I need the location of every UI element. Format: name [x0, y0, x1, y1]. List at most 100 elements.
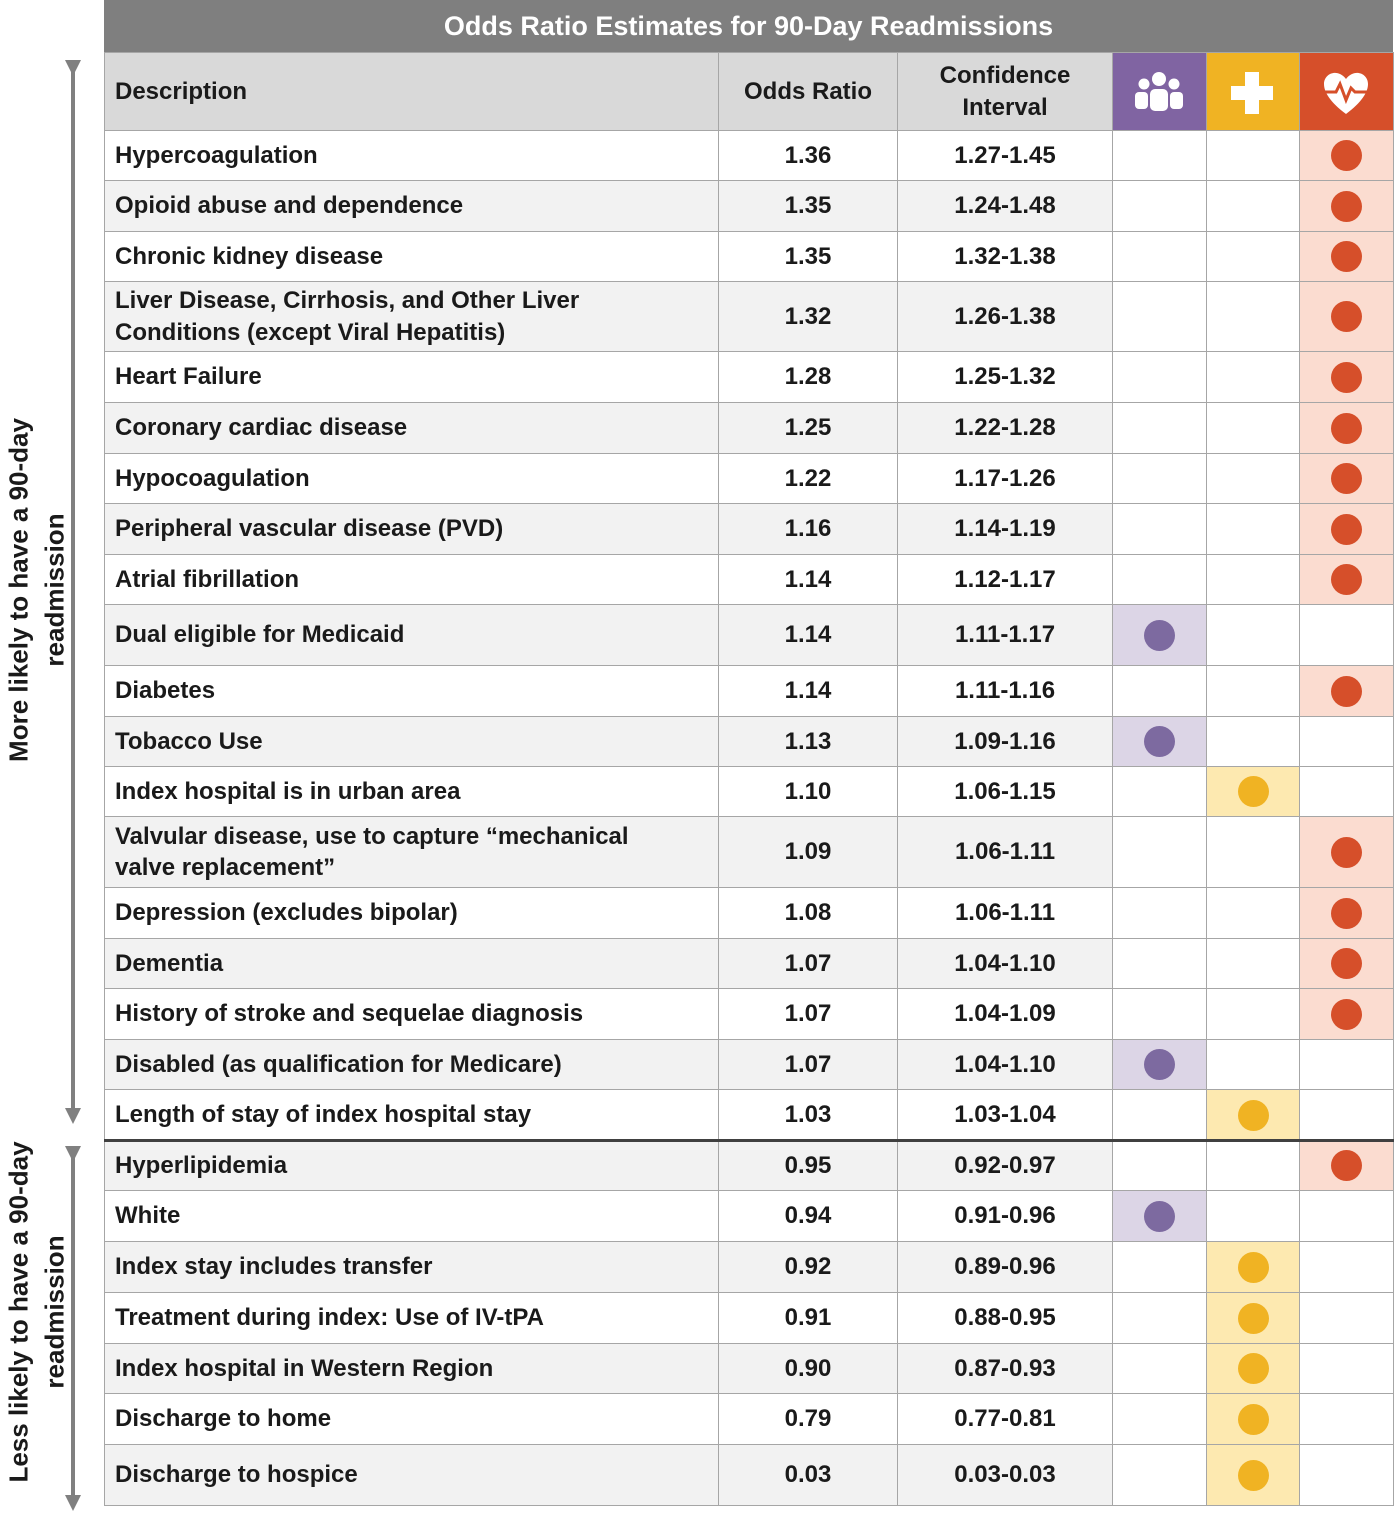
ci-cell: 1.06-1.11 — [897, 816, 1113, 888]
group-dot — [1144, 1200, 1175, 1232]
odds-cell: 0.92 — [718, 1241, 898, 1293]
group-dot — [1331, 836, 1362, 868]
group-cell — [1112, 554, 1207, 605]
group-dot — [1331, 675, 1362, 707]
group-cell — [1112, 130, 1207, 181]
group-dot — [1331, 463, 1362, 494]
group-cell — [1112, 887, 1207, 939]
group-cell — [1299, 1343, 1394, 1394]
group-cell — [1206, 554, 1300, 605]
odds-cell: 1.03 — [718, 1089, 898, 1141]
description-cell: Coronary cardiac disease — [104, 402, 719, 454]
group-cell — [1299, 351, 1394, 403]
odds-cell: 1.25 — [718, 402, 898, 454]
group-cell — [1299, 1140, 1394, 1191]
group-dot — [1331, 1150, 1362, 1181]
group-cell — [1206, 1089, 1300, 1141]
odds-cell: 0.03 — [718, 1444, 898, 1506]
odds-cell: 1.32 — [718, 281, 898, 352]
group-cell — [1206, 716, 1300, 767]
ci-cell: 1.04-1.10 — [897, 1039, 1113, 1090]
ci-cell: 0.77-0.81 — [897, 1393, 1113, 1445]
group-dot — [1237, 1251, 1269, 1283]
ci-header: Confidence Interval — [897, 52, 1113, 131]
group-cell — [1206, 665, 1300, 717]
group-cell — [1112, 351, 1207, 403]
description-cell: Index hospital is in urban area — [104, 766, 719, 817]
group-cell — [1299, 130, 1394, 181]
odds-cell: 1.14 — [718, 665, 898, 717]
odds-header: Odds Ratio — [718, 52, 898, 131]
group-cell — [1112, 665, 1207, 717]
odds-cell: 1.14 — [718, 554, 898, 605]
ci-cell: 1.32-1.38 — [897, 231, 1113, 282]
description-cell: Hypocoagulation — [104, 453, 719, 504]
group-cell — [1206, 1039, 1300, 1090]
group-dot — [1237, 1459, 1269, 1491]
group-cell — [1112, 402, 1207, 454]
group-cell — [1299, 231, 1394, 282]
ci-cell: 0.92-0.97 — [897, 1140, 1113, 1191]
ci-cell: 1.22-1.28 — [897, 402, 1113, 454]
group-cell — [1112, 503, 1207, 555]
ci-cell: 1.24-1.48 — [897, 180, 1113, 232]
description-cell: Chronic kidney disease — [104, 231, 719, 282]
description-cell: Heart Failure — [104, 351, 719, 403]
description-cell: Depression (excludes bipolar) — [104, 887, 719, 939]
group-dot — [1144, 1049, 1175, 1080]
description-cell: Index stay includes transfer — [104, 1241, 719, 1293]
group-cell — [1112, 1444, 1207, 1506]
description-cell: History of stroke and sequelae diagnosis — [104, 988, 719, 1040]
group-cell — [1112, 1343, 1207, 1394]
ci-cell: 1.11-1.16 — [897, 665, 1113, 717]
group-cell — [1299, 938, 1394, 989]
odds-cell: 1.35 — [718, 180, 898, 232]
group-cell — [1206, 1393, 1300, 1445]
description-cell: Atrial fibrillation — [104, 554, 719, 605]
ci-cell: 1.06-1.15 — [897, 766, 1113, 817]
odds-cell: 1.13 — [718, 716, 898, 767]
group-cell — [1206, 402, 1300, 454]
group-cell — [1299, 1089, 1394, 1141]
odds-cell: 0.90 — [718, 1343, 898, 1394]
group-cell — [1112, 231, 1207, 282]
group-cell — [1206, 180, 1300, 232]
group-cell — [1299, 1393, 1394, 1445]
group-cell — [1206, 1140, 1300, 1191]
odds-cell: 1.22 — [718, 453, 898, 504]
ci-cell: 1.11-1.17 — [897, 604, 1113, 666]
odds-cell: 0.79 — [718, 1393, 898, 1445]
group-cell — [1299, 503, 1394, 555]
description-cell: Treatment during index: Use of IV-tPA — [104, 1292, 719, 1344]
odds-cell: 0.91 — [718, 1292, 898, 1344]
group-cell — [1206, 887, 1300, 939]
group-cell — [1206, 351, 1300, 403]
group-cell — [1299, 716, 1394, 767]
ci-cell: 0.89-0.96 — [897, 1241, 1113, 1293]
group-cell — [1112, 1241, 1207, 1293]
group-cell — [1206, 130, 1300, 181]
group-cell — [1112, 1140, 1207, 1191]
group-dot — [1331, 897, 1362, 929]
group-cell — [1112, 604, 1207, 666]
description-cell: Peripheral vascular disease (PVD) — [104, 503, 719, 555]
group-cell — [1112, 281, 1207, 352]
group-dot — [1237, 776, 1269, 807]
group-dot — [1331, 241, 1362, 272]
ci-cell: 1.03-1.04 — [897, 1089, 1113, 1141]
group-dot — [1144, 619, 1175, 651]
group-dot — [1331, 140, 1362, 171]
group-cell — [1206, 231, 1300, 282]
group-cell — [1206, 1190, 1300, 1242]
odds-cell: 1.14 — [718, 604, 898, 666]
ci-cell: 1.04-1.09 — [897, 988, 1113, 1040]
ci-cell: 0.87-0.93 — [897, 1343, 1113, 1394]
group-dot — [1331, 948, 1362, 979]
group-cell — [1112, 1393, 1207, 1445]
group-dot — [1237, 1353, 1269, 1384]
group-cell — [1112, 816, 1207, 888]
description-cell: Tobacco Use — [104, 716, 719, 767]
group-cell — [1299, 1292, 1394, 1344]
group-cell — [1299, 453, 1394, 504]
group-header — [1112, 52, 1207, 131]
